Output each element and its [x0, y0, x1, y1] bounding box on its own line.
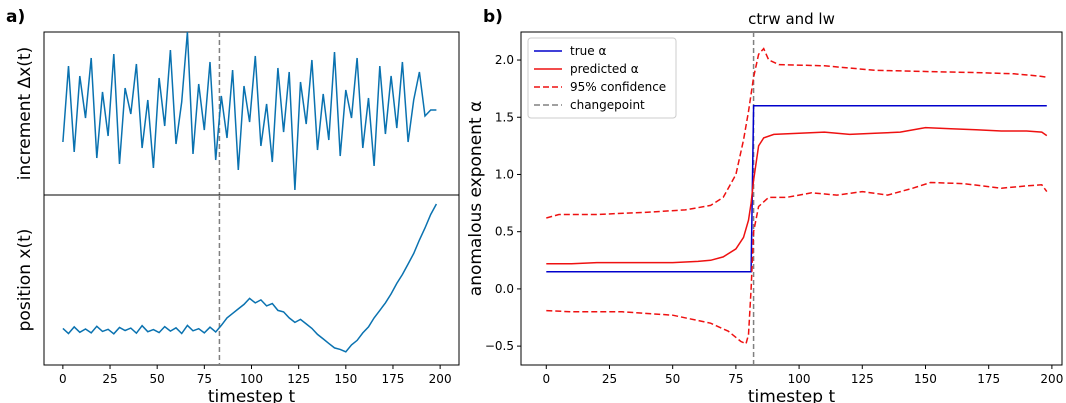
- x-axis-label: timestep t: [748, 387, 836, 403]
- y-tick-label: 1.5: [495, 110, 514, 124]
- series-line: [62, 31, 437, 191]
- x-tick-label: 125: [851, 372, 874, 386]
- x-tick-label: 150: [914, 372, 937, 386]
- axes-frame: [520, 31, 1063, 366]
- series-line: [62, 203, 438, 353]
- y-tick-label: 2.0: [495, 53, 514, 67]
- x-tick-label: 25: [102, 372, 117, 386]
- x-tick-label: 125: [287, 372, 310, 386]
- x-tick-label: 50: [665, 372, 680, 386]
- x-tick-label: 0: [542, 372, 550, 386]
- x-tick-label: 75: [728, 372, 743, 386]
- x-tick-label: 100: [788, 372, 811, 386]
- y-tick-label: 1.0: [495, 167, 514, 181]
- y-axis-label: position x(t): [15, 229, 35, 332]
- x-tick-label: 50: [150, 372, 165, 386]
- x-tick-label: 175: [977, 372, 1000, 386]
- x-tick-label: 150: [334, 372, 357, 386]
- x-axis-label: timestep t: [208, 387, 296, 403]
- y-tick-label: 0.5: [495, 225, 514, 239]
- series-line: [546, 47, 1047, 219]
- legend-label: changepoint: [570, 98, 645, 112]
- x-tick-label: 0: [59, 372, 67, 386]
- legend-box: [527, 37, 677, 119]
- series-line: [546, 126, 1048, 265]
- series-line: [546, 105, 1047, 273]
- x-tick-label: 25: [602, 372, 617, 386]
- x-tick-label: 100: [240, 372, 263, 386]
- legend-label: true α: [570, 44, 606, 58]
- x-tick-label: 200: [1040, 372, 1063, 386]
- chart-title: ctrw and lw: [748, 10, 835, 28]
- panel-label: a): [6, 7, 25, 27]
- y-axis-label: increment Δx(t): [15, 47, 35, 180]
- series-line: [546, 181, 1048, 345]
- axes-frame: [43, 194, 460, 366]
- legend-label: 95% confidence: [570, 80, 666, 94]
- y-tick-label: −0.5: [485, 339, 514, 353]
- x-tick-label: 75: [197, 372, 212, 386]
- x-tick-label: 200: [429, 372, 452, 386]
- y-axis-label: anomalous exponent α: [466, 101, 486, 296]
- axes-frame: [43, 31, 460, 196]
- y-tick-label: 0.0: [495, 282, 514, 296]
- x-tick-label: 175: [382, 372, 405, 386]
- legend-label: predicted α: [570, 62, 639, 76]
- panel-label: b): [483, 7, 503, 27]
